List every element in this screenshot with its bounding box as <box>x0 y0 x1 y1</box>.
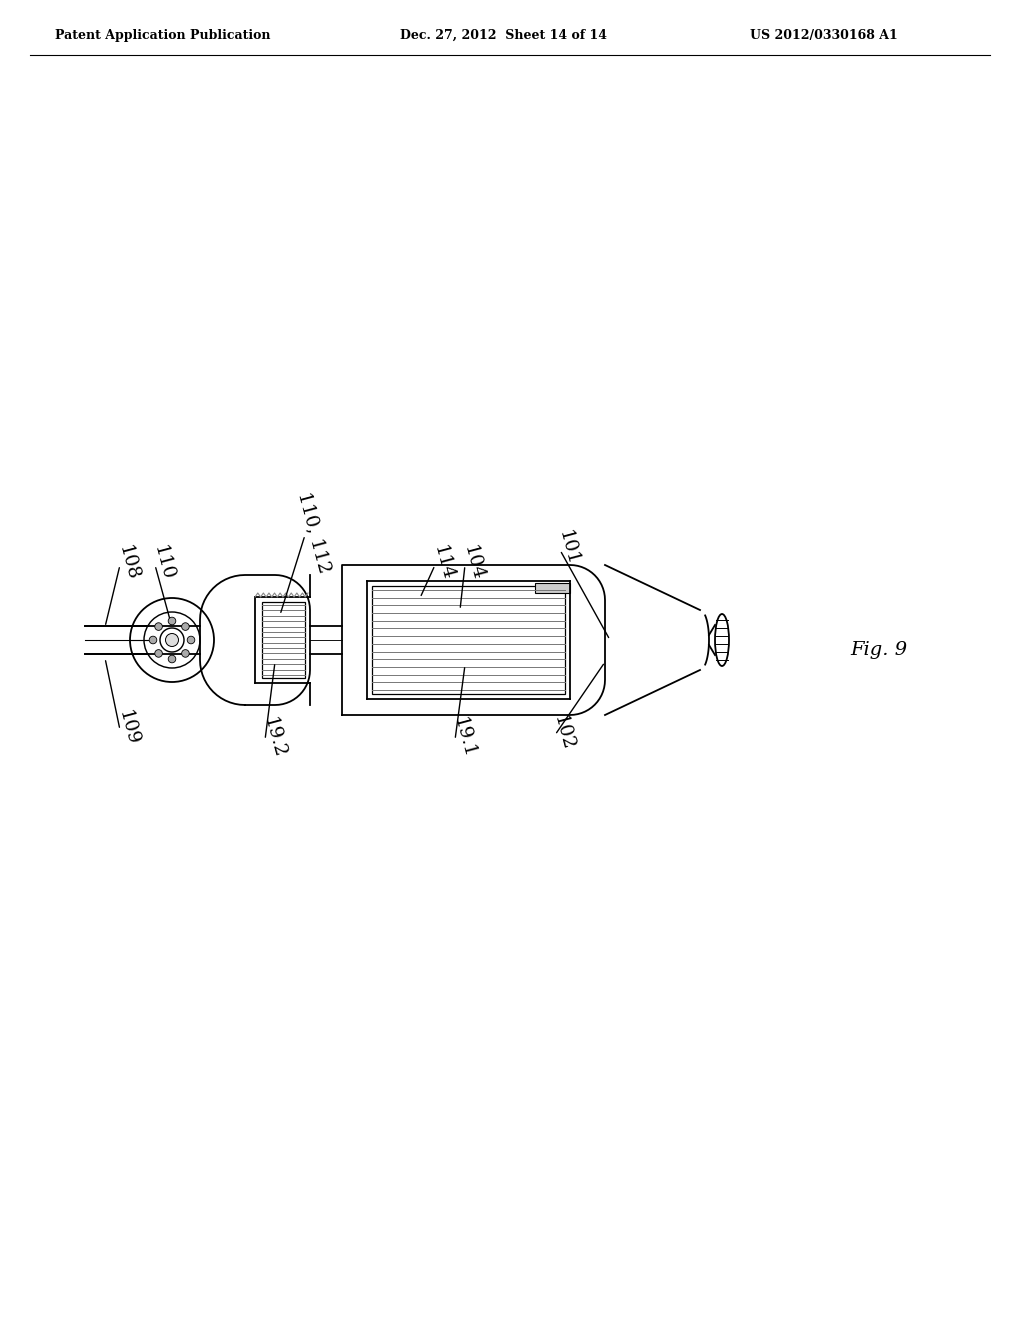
Text: 110: 110 <box>151 543 177 582</box>
Circle shape <box>155 623 163 631</box>
Circle shape <box>181 649 189 657</box>
Circle shape <box>155 649 163 657</box>
Text: Dec. 27, 2012  Sheet 14 of 14: Dec. 27, 2012 Sheet 14 of 14 <box>400 29 607 41</box>
Bar <box>372 586 565 694</box>
Circle shape <box>166 634 178 647</box>
Text: 109: 109 <box>116 708 142 747</box>
Text: 19.2: 19.2 <box>260 715 288 760</box>
Text: 108: 108 <box>116 543 142 582</box>
Text: 110, 112: 110, 112 <box>294 490 333 576</box>
Text: 102: 102 <box>550 713 578 752</box>
Text: 104: 104 <box>461 543 487 582</box>
Circle shape <box>168 655 176 663</box>
Text: 19.1: 19.1 <box>450 715 478 760</box>
Text: Fig. 9: Fig. 9 <box>850 642 907 659</box>
Bar <box>535 583 570 593</box>
Bar <box>262 602 305 678</box>
Circle shape <box>160 628 184 652</box>
Text: Patent Application Publication: Patent Application Publication <box>55 29 270 41</box>
Circle shape <box>181 623 189 631</box>
Text: 101: 101 <box>555 528 582 568</box>
Circle shape <box>150 636 157 644</box>
Text: 114: 114 <box>430 543 457 582</box>
Circle shape <box>168 618 176 624</box>
Text: US 2012/0330168 A1: US 2012/0330168 A1 <box>750 29 898 41</box>
Circle shape <box>187 636 195 644</box>
